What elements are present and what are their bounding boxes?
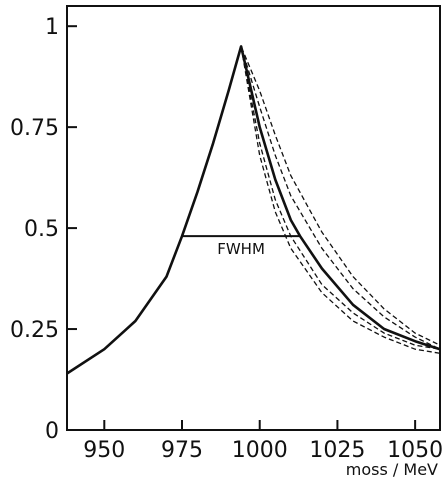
x-axis-label: moss / MeV: [346, 460, 438, 479]
x-tick-label: 950: [83, 438, 125, 463]
x-tick-label: 975: [161, 438, 203, 463]
plot-frame: [66, 5, 441, 431]
y-tick-label: 0.75: [10, 116, 59, 141]
y-tick-label: 0: [45, 419, 59, 444]
series-layer: [66, 45, 441, 375]
series-line-solid: [66, 45, 441, 375]
x-tick-label: 1050: [387, 438, 443, 463]
x-tick-label: 1025: [309, 438, 365, 463]
series-line-dashed-4: [66, 45, 441, 375]
fwhm-label: FWHM: [217, 240, 265, 258]
y-tick-label: 1: [45, 15, 59, 40]
y-tick-label: 0.5: [24, 217, 59, 242]
x-tick-label: 1000: [232, 438, 288, 463]
x-axis-ticks: 950 975 1000 1025 1050: [83, 420, 443, 463]
y-axis-ticks: 0 0.25 0.5 0.75 1: [10, 15, 77, 444]
y-tick-label: 0.25: [10, 318, 59, 343]
